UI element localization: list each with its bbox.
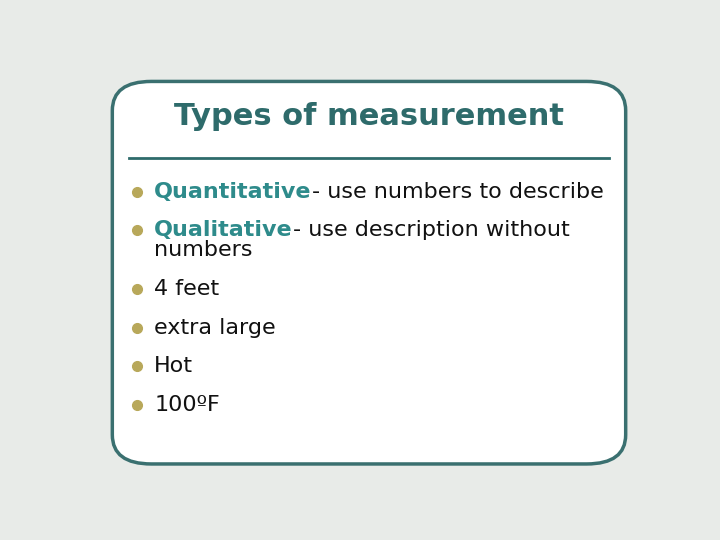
Text: Qualitative: Qualitative [154,220,293,240]
Text: - use description without: - use description without [293,220,570,240]
Text: 100ºF: 100ºF [154,395,220,415]
Text: Quantitative: Quantitative [154,181,312,201]
Text: Hot: Hot [154,356,193,376]
Text: numbers: numbers [154,240,253,260]
Text: Types of measurement: Types of measurement [174,102,564,131]
Text: - use numbers to describe: - use numbers to describe [312,181,603,201]
FancyBboxPatch shape [112,82,626,464]
Text: extra large: extra large [154,318,276,338]
Text: 4 feet: 4 feet [154,279,220,299]
